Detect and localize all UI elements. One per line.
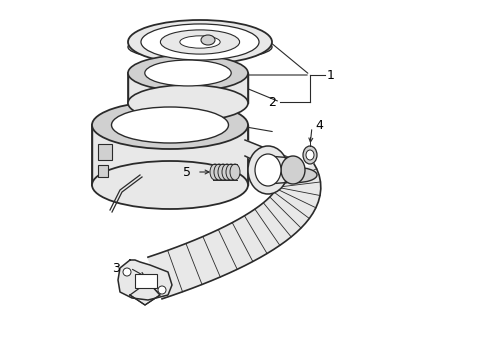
Text: 5: 5 bbox=[183, 166, 191, 179]
Polygon shape bbox=[130, 282, 160, 305]
Ellipse shape bbox=[255, 154, 281, 186]
Polygon shape bbox=[118, 260, 172, 300]
Polygon shape bbox=[148, 164, 321, 299]
Ellipse shape bbox=[160, 30, 240, 54]
Text: 2: 2 bbox=[268, 95, 276, 108]
Bar bbox=[135, 274, 157, 288]
Ellipse shape bbox=[248, 146, 288, 194]
Bar bbox=[98, 144, 112, 160]
Ellipse shape bbox=[128, 85, 248, 121]
Ellipse shape bbox=[128, 34, 272, 60]
Polygon shape bbox=[268, 156, 293, 184]
Polygon shape bbox=[128, 73, 248, 103]
Ellipse shape bbox=[214, 164, 224, 180]
Ellipse shape bbox=[218, 164, 228, 180]
Polygon shape bbox=[92, 125, 248, 185]
Ellipse shape bbox=[158, 286, 166, 294]
Ellipse shape bbox=[141, 24, 259, 60]
Ellipse shape bbox=[303, 146, 317, 164]
Ellipse shape bbox=[123, 268, 131, 276]
Text: 1: 1 bbox=[327, 68, 335, 81]
Bar bbox=[98, 165, 108, 177]
Ellipse shape bbox=[306, 150, 314, 160]
Ellipse shape bbox=[92, 161, 248, 209]
Ellipse shape bbox=[145, 60, 231, 86]
Ellipse shape bbox=[92, 101, 248, 149]
Text: 3: 3 bbox=[112, 261, 120, 275]
Ellipse shape bbox=[281, 156, 305, 184]
Ellipse shape bbox=[128, 55, 248, 91]
Ellipse shape bbox=[210, 164, 220, 180]
Polygon shape bbox=[245, 140, 290, 178]
Ellipse shape bbox=[226, 164, 236, 180]
Ellipse shape bbox=[273, 167, 317, 183]
Ellipse shape bbox=[112, 107, 228, 143]
Ellipse shape bbox=[128, 20, 272, 64]
Ellipse shape bbox=[230, 164, 240, 180]
Text: 4: 4 bbox=[315, 118, 323, 131]
Ellipse shape bbox=[201, 35, 215, 45]
Ellipse shape bbox=[222, 164, 232, 180]
Ellipse shape bbox=[180, 36, 220, 48]
